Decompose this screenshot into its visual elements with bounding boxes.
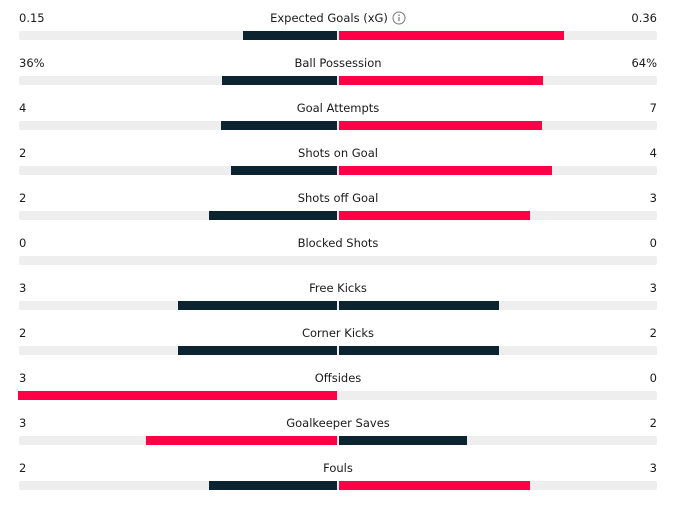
stat-label: Goal Attempts xyxy=(19,99,657,117)
away-value: 0 xyxy=(649,236,657,250)
away-bar xyxy=(339,436,467,445)
away-bar xyxy=(339,166,552,175)
stat-name: Goalkeeper Saves xyxy=(286,416,390,430)
home-bar xyxy=(230,166,337,175)
stat-row: 36% 64% Ball Possession xyxy=(19,54,657,94)
away-bar xyxy=(339,211,531,220)
home-bar xyxy=(209,211,337,220)
stat-label: Ball Possession xyxy=(19,54,657,72)
bar-track xyxy=(19,31,657,40)
away-value: 0 xyxy=(649,371,657,385)
bar-track xyxy=(19,211,657,220)
away-bar xyxy=(339,31,565,40)
stat-label: Free Kicks xyxy=(19,279,657,297)
home-value: 36% xyxy=(19,56,45,70)
stat-label: Shots off Goal xyxy=(19,189,657,207)
away-value: 7 xyxy=(649,101,657,115)
bar-track xyxy=(19,166,657,175)
stat-row: 2 3 Shots off Goal xyxy=(19,189,657,229)
bar-track xyxy=(19,76,657,85)
stat-name: Ball Possession xyxy=(294,56,382,70)
bar-track xyxy=(19,256,657,265)
stat-name: Expected Goals (xG) xyxy=(270,11,388,25)
home-bar xyxy=(222,76,337,85)
stat-name: Goal Attempts xyxy=(296,101,380,115)
home-bar xyxy=(243,31,337,40)
stat-label: Shots on Goal xyxy=(19,144,657,162)
stat-values: 36% 64% xyxy=(19,54,657,72)
stat-label: Corner Kicks xyxy=(19,324,657,342)
bar-track xyxy=(19,481,657,490)
stat-label: Goalkeeper Saves xyxy=(19,414,657,432)
away-value: 4 xyxy=(649,146,657,160)
stat-name: Shots off Goal xyxy=(297,191,379,205)
stat-row: 3 0 Offsides xyxy=(18,369,657,409)
home-value: 2 xyxy=(19,461,27,475)
home-value: 4 xyxy=(19,101,27,115)
bar-track xyxy=(19,346,657,355)
away-bar xyxy=(339,481,531,490)
away-bar xyxy=(339,76,544,85)
home-bar xyxy=(209,481,337,490)
stat-row: 3 2 Goalkeeper Saves xyxy=(19,414,657,454)
away-value: 3 xyxy=(649,281,657,295)
away-value: 64% xyxy=(631,56,657,70)
home-bar xyxy=(145,436,337,445)
home-value: 0.15 xyxy=(19,11,45,25)
stat-row: 4 7 Goal Attempts xyxy=(19,99,657,139)
home-value: 2 xyxy=(19,191,27,205)
bar-track xyxy=(19,301,657,310)
home-bar xyxy=(177,346,337,355)
away-bar xyxy=(339,121,542,130)
stat-label: Expected Goals (xG) xyxy=(19,9,657,27)
stat-row: 2 3 Fouls xyxy=(19,459,657,499)
stat-label: Offsides xyxy=(19,369,657,387)
stat-name: Offsides xyxy=(314,371,362,385)
away-value: 3 xyxy=(649,191,657,205)
stat-row: 0 0 Blocked Shots xyxy=(19,234,657,274)
home-value: 0 xyxy=(19,236,27,250)
info-icon[interactable] xyxy=(392,11,406,25)
home-value: 3 xyxy=(19,416,27,430)
bar-track xyxy=(18,391,657,400)
stat-row: 3 3 Free Kicks xyxy=(19,279,657,319)
home-value: 3 xyxy=(19,371,27,385)
home-bar xyxy=(18,391,337,400)
bar-track xyxy=(19,436,657,445)
away-value: 2 xyxy=(649,416,657,430)
home-bar xyxy=(221,121,337,130)
stat-values: 0.15 0.36 xyxy=(19,9,657,27)
stat-row: 0.15 0.36 Expected Goals (xG) xyxy=(19,9,657,49)
stat-name: Blocked Shots xyxy=(297,236,379,250)
away-bar xyxy=(339,301,499,310)
stat-label: Fouls xyxy=(19,459,657,477)
home-value: 2 xyxy=(19,326,27,340)
home-value: 2 xyxy=(19,146,27,160)
stat-name: Corner Kicks xyxy=(301,326,375,340)
away-value: 0.36 xyxy=(631,11,657,25)
away-value: 3 xyxy=(649,461,657,475)
home-bar xyxy=(177,301,337,310)
stat-label: Blocked Shots xyxy=(19,234,657,252)
stat-name: Shots on Goal xyxy=(298,146,378,160)
stat-row: 2 2 Corner Kicks xyxy=(19,324,657,364)
bar-track xyxy=(19,121,657,130)
home-value: 3 xyxy=(19,281,27,295)
stat-name: Free Kicks xyxy=(309,281,367,295)
stat-name: Fouls xyxy=(323,461,353,475)
stat-row: 2 4 Shots on Goal xyxy=(19,144,657,184)
away-bar xyxy=(339,346,499,355)
away-value: 2 xyxy=(649,326,657,340)
